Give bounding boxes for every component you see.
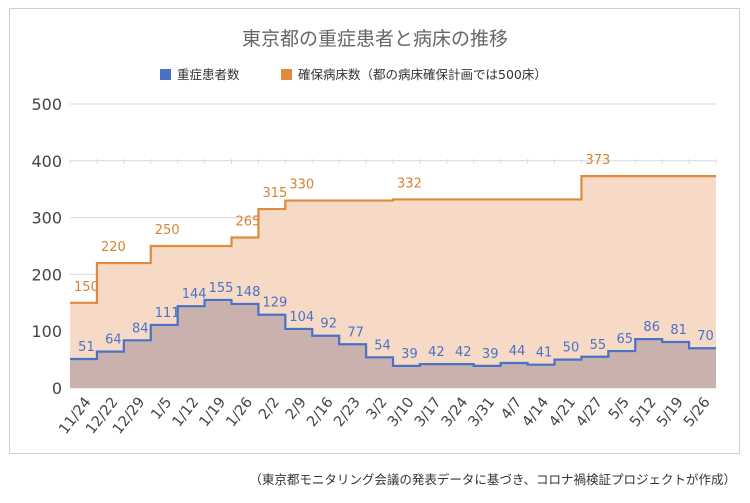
severe-data-label: 86 xyxy=(643,320,660,335)
legend-swatch-beds xyxy=(281,69,292,80)
beds-data-label: 150 xyxy=(74,280,99,295)
legend-swatch-severe xyxy=(160,69,171,80)
x-tick-label: 1/26 xyxy=(223,395,256,431)
source-caption: （東京都モニタリング会議の発表データに基づき、コロナ禍検証プロジェクトが作成） xyxy=(249,472,736,487)
y-tick-label: 400 xyxy=(31,152,62,171)
severe-data-label: 148 xyxy=(236,285,261,300)
beds-data-label: 250 xyxy=(155,223,180,238)
beds-data-label: 220 xyxy=(101,240,126,255)
severe-data-label: 39 xyxy=(482,347,499,362)
severe-data-label: 41 xyxy=(536,346,553,361)
severe-data-label: 155 xyxy=(209,281,234,296)
x-tick-label: 4/14 xyxy=(520,395,553,431)
x-tick-label: 3/17 xyxy=(412,395,445,431)
severe-data-label: 104 xyxy=(289,310,314,325)
severe-data-label: 111 xyxy=(155,306,180,321)
legend-label-severe: 重症患者数 xyxy=(177,67,240,82)
x-tick-label: 3/24 xyxy=(439,395,472,431)
x-tick-label: 4/21 xyxy=(546,395,579,431)
severe-line xyxy=(70,298,716,367)
x-tick-label: 1/19 xyxy=(197,395,230,431)
severe-data-label: 81 xyxy=(670,323,687,338)
severe-data-label: 55 xyxy=(590,338,607,353)
severe-data-label: 42 xyxy=(428,345,445,360)
beds-data-label: 332 xyxy=(397,176,422,191)
severe-data-label: 129 xyxy=(262,296,287,311)
x-tick-label: 1/12 xyxy=(170,395,203,431)
y-tick-label: 200 xyxy=(31,265,62,284)
x-tick-label: 2/16 xyxy=(304,395,337,431)
beds-line xyxy=(70,175,716,304)
x-tick-label: 3/10 xyxy=(385,395,418,431)
x-tick-label: 5/12 xyxy=(627,395,660,431)
x-tick-label: 5/26 xyxy=(681,395,714,431)
severe-data-label: 144 xyxy=(182,287,207,302)
severe-data-label: 44 xyxy=(509,344,526,359)
severe-data-label: 39 xyxy=(401,347,418,362)
y-tick-label: 500 xyxy=(31,95,62,114)
chart-frame: 東京都の重症患者と病床の推移重症患者数 確保病床数（都の病床確保計画では500床）… xyxy=(9,8,740,454)
y-tick-label: 300 xyxy=(31,209,62,228)
y-tick-label: 100 xyxy=(31,322,62,341)
x-tick-label: 2/23 xyxy=(331,395,364,431)
severe-data-label: 50 xyxy=(563,341,580,356)
beds-data-label: 373 xyxy=(585,153,610,168)
severe-data-label: 92 xyxy=(320,317,337,332)
beds-data-label: 315 xyxy=(262,186,287,201)
x-tick-label: 2/2 xyxy=(256,395,283,423)
severe-data-label: 54 xyxy=(374,338,391,353)
beds-data-label: 330 xyxy=(289,178,314,193)
severe-data-label: 65 xyxy=(617,332,634,347)
x-tick-label: 4/27 xyxy=(573,395,606,431)
y-tick-label: 0 xyxy=(52,379,62,398)
severe-data-label: 77 xyxy=(347,325,364,340)
severe-data-label: 64 xyxy=(105,333,122,348)
severe-data-label: 70 xyxy=(697,329,714,344)
severe-data-label: 84 xyxy=(132,321,149,336)
x-tick-label: 5/19 xyxy=(654,395,687,431)
legend-label-beds: 確保病床数（都の病床確保計画では500床） xyxy=(298,67,547,82)
x-tick-label: 3/31 xyxy=(466,395,499,431)
severe-area xyxy=(70,299,716,388)
severe-data-label: 42 xyxy=(455,345,472,360)
chart-title: 東京都の重症患者と病床の推移 xyxy=(242,28,508,50)
beds-data-label: 265 xyxy=(236,214,261,229)
severe-data-label: 51 xyxy=(78,340,95,355)
